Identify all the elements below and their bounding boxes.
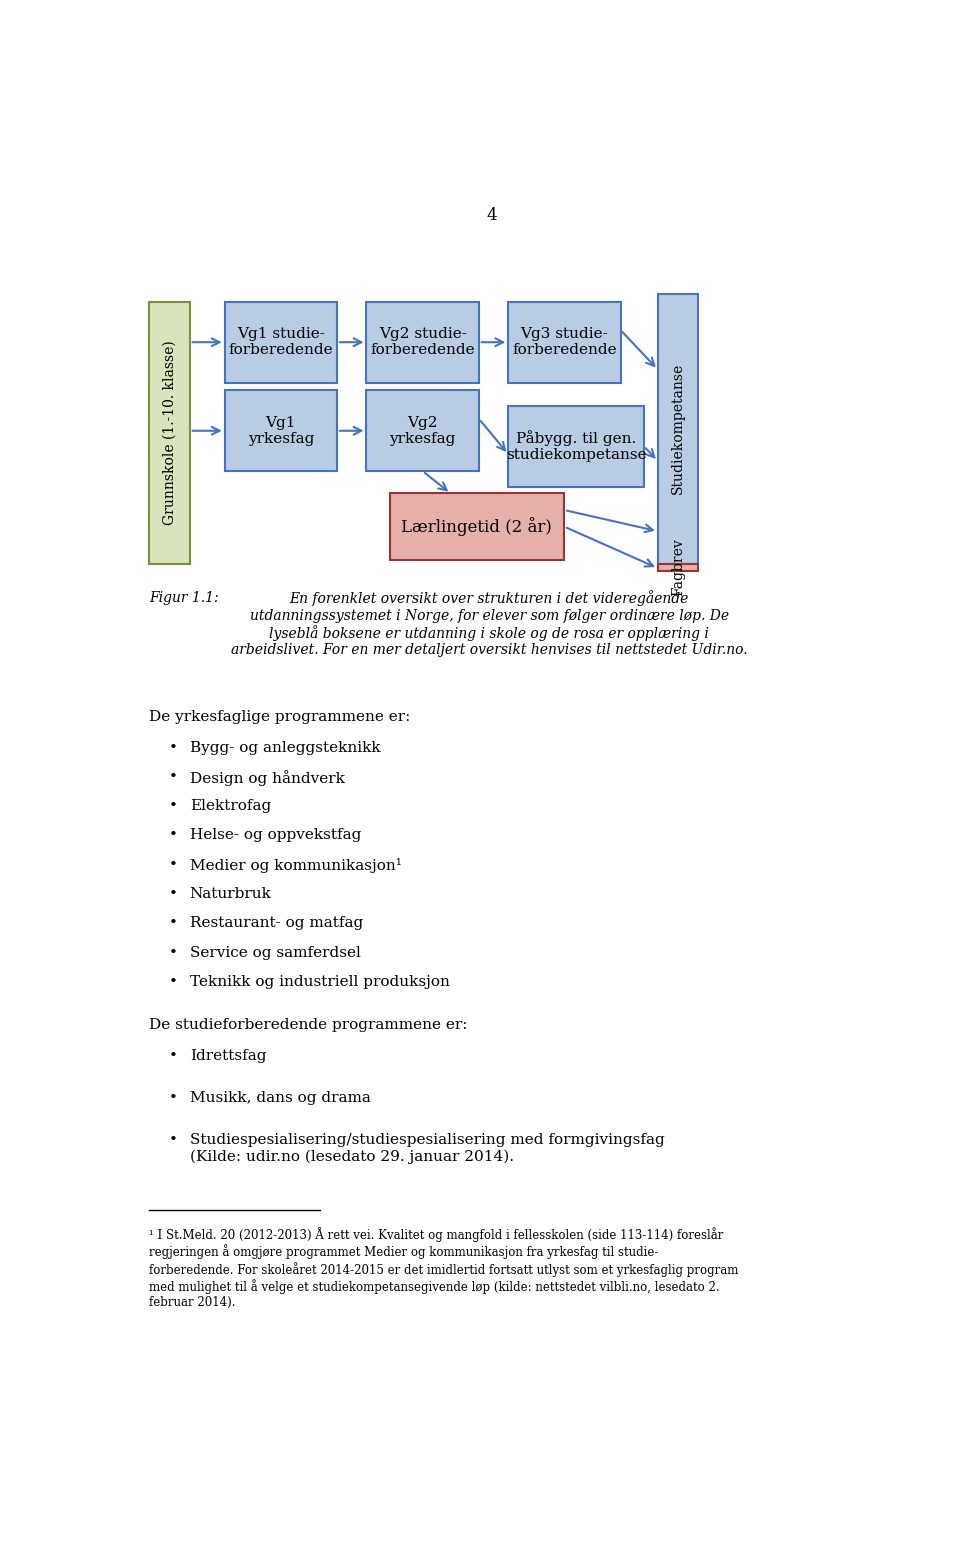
FancyBboxPatch shape bbox=[508, 301, 621, 383]
Text: Naturbruk: Naturbruk bbox=[190, 887, 272, 901]
Text: Vg2 studie-
forberedende: Vg2 studie- forberedende bbox=[371, 328, 475, 357]
Text: Påbygg. til gen.
studiekompetanse: Påbygg. til gen. studiekompetanse bbox=[506, 430, 646, 462]
Text: •: • bbox=[169, 917, 178, 931]
Text: Bygg- og anleggsteknikk: Bygg- og anleggsteknikk bbox=[190, 741, 380, 754]
FancyBboxPatch shape bbox=[508, 405, 644, 487]
Text: •: • bbox=[169, 799, 178, 813]
FancyBboxPatch shape bbox=[225, 390, 337, 472]
FancyBboxPatch shape bbox=[658, 564, 698, 572]
Text: •: • bbox=[169, 1133, 178, 1147]
Text: •: • bbox=[169, 829, 178, 843]
Text: Restaurant- og matfag: Restaurant- og matfag bbox=[190, 917, 363, 931]
Text: Vg1
yrkesfag: Vg1 yrkesfag bbox=[248, 416, 314, 445]
Text: En forenklet oversikt over strukturen i det videregående
utdanningssystemet i No: En forenklet oversikt over strukturen i … bbox=[230, 591, 748, 657]
Text: Grunnskole (1.-10. klasse): Grunnskole (1.-10. klasse) bbox=[162, 340, 177, 526]
FancyBboxPatch shape bbox=[225, 301, 337, 383]
FancyBboxPatch shape bbox=[367, 301, 479, 383]
Text: Idrettsfag: Idrettsfag bbox=[190, 1048, 266, 1062]
FancyBboxPatch shape bbox=[658, 294, 698, 564]
Text: Vg1 studie-
forberedende: Vg1 studie- forberedende bbox=[228, 328, 333, 357]
Text: De yrkesfaglige programmene er:: De yrkesfaglige programmene er: bbox=[150, 710, 411, 724]
Text: Elektrofag: Elektrofag bbox=[190, 799, 271, 813]
Text: De studieforberedende programmene er:: De studieforberedende programmene er: bbox=[150, 1017, 468, 1031]
FancyBboxPatch shape bbox=[390, 493, 564, 560]
Text: Figur 1.1:: Figur 1.1: bbox=[150, 591, 219, 604]
Text: •: • bbox=[169, 887, 178, 901]
Text: Lærlingetid (2 år): Lærlingetid (2 år) bbox=[401, 518, 552, 536]
Text: 4: 4 bbox=[487, 207, 497, 224]
Text: Vg3 studie-
forberedende: Vg3 studie- forberedende bbox=[512, 328, 616, 357]
FancyBboxPatch shape bbox=[150, 301, 190, 564]
FancyBboxPatch shape bbox=[367, 390, 479, 472]
Text: •: • bbox=[169, 1091, 178, 1105]
Text: •: • bbox=[169, 1048, 178, 1062]
Text: •: • bbox=[169, 770, 178, 784]
Text: Helse- og oppvekstfag: Helse- og oppvekstfag bbox=[190, 829, 361, 843]
Text: Musikk, dans og drama: Musikk, dans og drama bbox=[190, 1091, 371, 1105]
Text: Fagbrev: Fagbrev bbox=[671, 538, 685, 597]
Text: •: • bbox=[169, 976, 178, 989]
Text: •: • bbox=[169, 741, 178, 754]
Text: Vg2
yrkesfag: Vg2 yrkesfag bbox=[390, 416, 456, 445]
Text: Studiespesialisering/studiespesialisering med formgivingsfag
(Kilde: udir.no (le: Studiespesialisering/studiespesialiserin… bbox=[190, 1133, 664, 1164]
Text: Studiekompetanse: Studiekompetanse bbox=[671, 363, 685, 495]
Text: •: • bbox=[169, 858, 178, 872]
Text: Service og samferdsel: Service og samferdsel bbox=[190, 946, 361, 960]
Text: ¹ I St.Meld. 20 (2012-2013) Å rett vei. Kvalitet og mangfold i fellesskolen (sid: ¹ I St.Meld. 20 (2012-2013) Å rett vei. … bbox=[150, 1228, 739, 1309]
Text: Medier og kommunikasjon¹: Medier og kommunikasjon¹ bbox=[190, 858, 401, 873]
Text: Design og håndverk: Design og håndverk bbox=[190, 770, 345, 785]
Text: •: • bbox=[169, 946, 178, 960]
Text: Teknikk og industriell produksjon: Teknikk og industriell produksjon bbox=[190, 976, 449, 989]
